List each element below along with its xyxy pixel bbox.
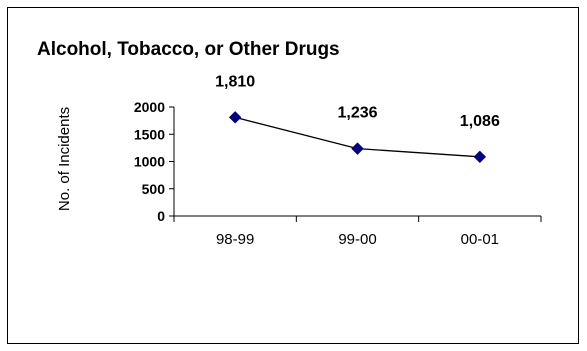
y-tick-label: 0 — [157, 208, 165, 224]
data-point-marker — [351, 142, 364, 155]
data-label: 1,236 — [337, 105, 377, 122]
x-tick-label: 00-01 — [461, 231, 499, 248]
y-tick-label: 1500 — [134, 126, 165, 142]
y-tick-label: 500 — [142, 181, 166, 197]
chart-title: Alcohol, Tobacco, or Other Drugs — [37, 39, 340, 60]
data-point-marker — [473, 150, 487, 164]
data-point-marker — [228, 111, 242, 124]
data-label: 1,086 — [460, 113, 500, 130]
plot-area: 0 500 1000 1500 2000 98-99 99-00 00-01 1,810 1,23… — [134, 73, 542, 248]
data-label: 1,810 — [215, 73, 255, 90]
chart-frame — [7, 7, 579, 344]
y-tick-label: 2000 — [134, 99, 165, 115]
x-tick-label: 99-00 — [338, 231, 376, 248]
x-tick-label: 98-99 — [216, 231, 254, 248]
y-tick-label: 1000 — [134, 154, 165, 170]
y-axis-label: No. of Incidents — [56, 107, 73, 211]
